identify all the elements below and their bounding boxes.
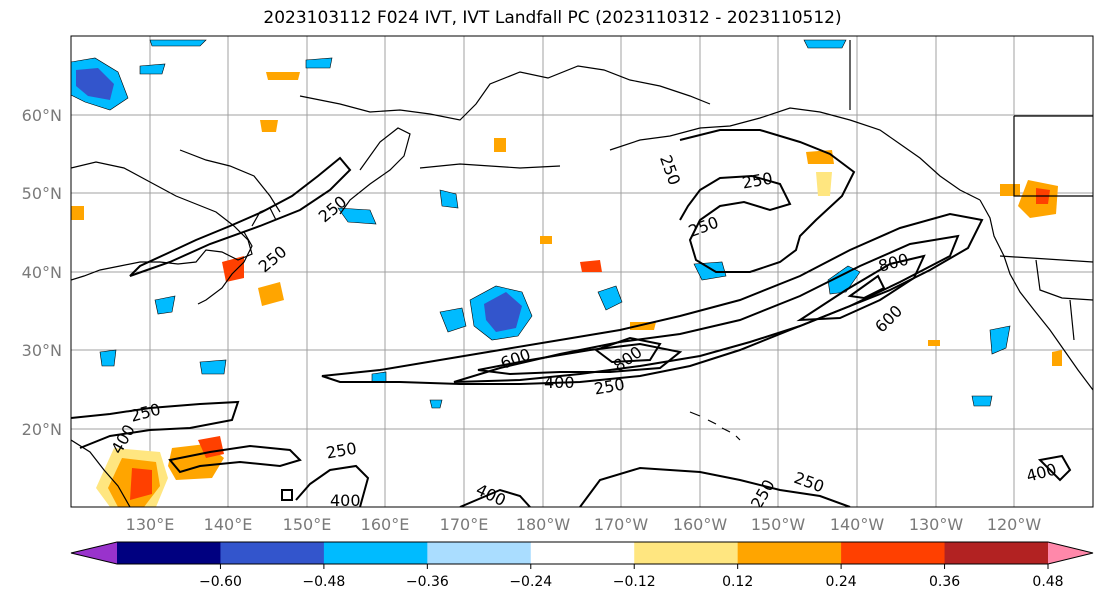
lat-label: 60°N: [22, 106, 62, 125]
map-title: 2023103112 F024 IVT, IVT Landfall PC (20…: [263, 8, 842, 28]
lat-label: 40°N: [22, 263, 62, 282]
colorbar-tick-label: −0.24: [509, 574, 552, 590]
lon-label: 140°E: [204, 515, 253, 534]
colorbar-tick-label: −0.60: [199, 574, 242, 590]
coastlines: [71, 40, 1093, 507]
colorbar-tick-label: 0.48: [1032, 574, 1063, 590]
colorbar-cell: [944, 542, 1049, 564]
map-frame: [70, 35, 1094, 508]
colorbar-cell: [634, 542, 739, 564]
lat-label: 20°N: [22, 420, 62, 439]
colorbar-tick-label: 0.36: [929, 574, 960, 590]
lon-label: 160°W: [673, 515, 728, 534]
lon-label: 150°E: [283, 515, 332, 534]
colorbar: −0.60 −0.48 −0.36 −0.24 −0.12 0.12 0.24 0.36 0.4…: [70, 541, 1094, 590]
ivt-contours: [71, 129, 1072, 507]
colorbar-cell: [530, 542, 635, 564]
colorbar-tick-label: −0.36: [406, 574, 449, 590]
contour-label: 400: [544, 373, 575, 392]
lon-label: 180°W: [516, 515, 571, 534]
contour-label: 400: [330, 491, 361, 510]
pc-shading: [71, 39, 1062, 507]
colorbar-cell: [117, 542, 221, 564]
lat-label: 50°N: [22, 184, 62, 203]
colorbar-extend-low: [71, 542, 117, 564]
colorbar-tick-label: −0.12: [613, 574, 656, 590]
lon-label: 130°W: [909, 515, 964, 534]
lon-label: 160°E: [361, 515, 410, 534]
lon-label: 170°W: [594, 515, 649, 534]
lon-label: 130°E: [126, 515, 175, 534]
colorbar-outline: [70, 541, 1094, 565]
longitude-labels: 130°E 140°E 150°E 160°E 170°E 180°W 170°…: [126, 515, 1042, 534]
colorbar-cell: [841, 542, 946, 564]
lat-label: 30°N: [22, 341, 62, 360]
lon-label: 140°W: [830, 515, 885, 534]
lon-label: 150°W: [751, 515, 806, 534]
lon-label: 170°E: [440, 515, 489, 534]
colorbar-cell: [220, 542, 325, 564]
lon-label: 120°W: [987, 515, 1042, 534]
latitude-labels: 60°N 50°N 40°N 30°N 20°N: [22, 106, 62, 439]
colorbar-tick-label: 0.24: [826, 574, 857, 590]
colorbar-tick-label: −0.48: [302, 574, 345, 590]
colorbar-tick-label: 0.12: [722, 574, 753, 590]
colorbar-cell: [427, 542, 532, 564]
colorbar-cell: [737, 542, 842, 564]
colorbar-extend-high: [1048, 542, 1093, 564]
colorbar-cell: [323, 542, 428, 564]
